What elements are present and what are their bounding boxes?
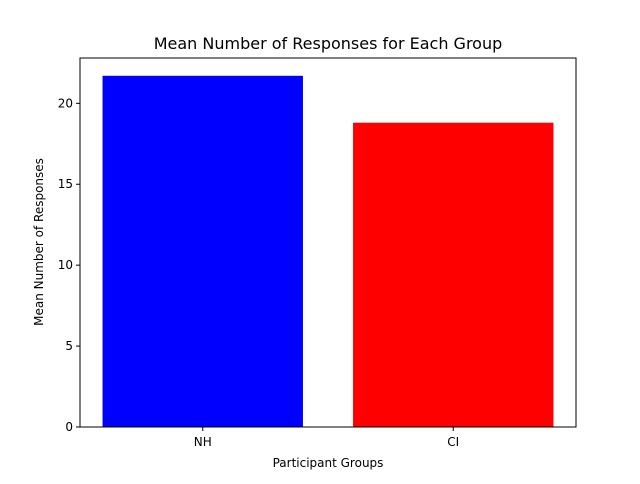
x-tick-label: CI: [447, 435, 459, 449]
bar-ci: [353, 122, 554, 427]
x-axis-label: Participant Groups: [273, 456, 384, 470]
y-tick-label: 15: [58, 177, 73, 191]
y-tick-label: 10: [58, 258, 73, 272]
x-axis-ticks: NH CI: [194, 427, 459, 449]
plot-area-frame: [79, 57, 577, 428]
bars-group: [102, 75, 554, 427]
bar-nh: [102, 75, 303, 427]
y-tick-label: 20: [58, 96, 73, 110]
y-tick-label: 0: [65, 420, 73, 434]
y-tick-label: 5: [65, 339, 73, 353]
y-axis-label: Mean Number of Responses: [32, 158, 46, 326]
x-tick-label: NH: [194, 435, 212, 449]
y-axis-ticks: 0 5 10 15 20: [58, 96, 80, 434]
chart-title: Mean Number of Responses for Each Group: [154, 34, 503, 53]
